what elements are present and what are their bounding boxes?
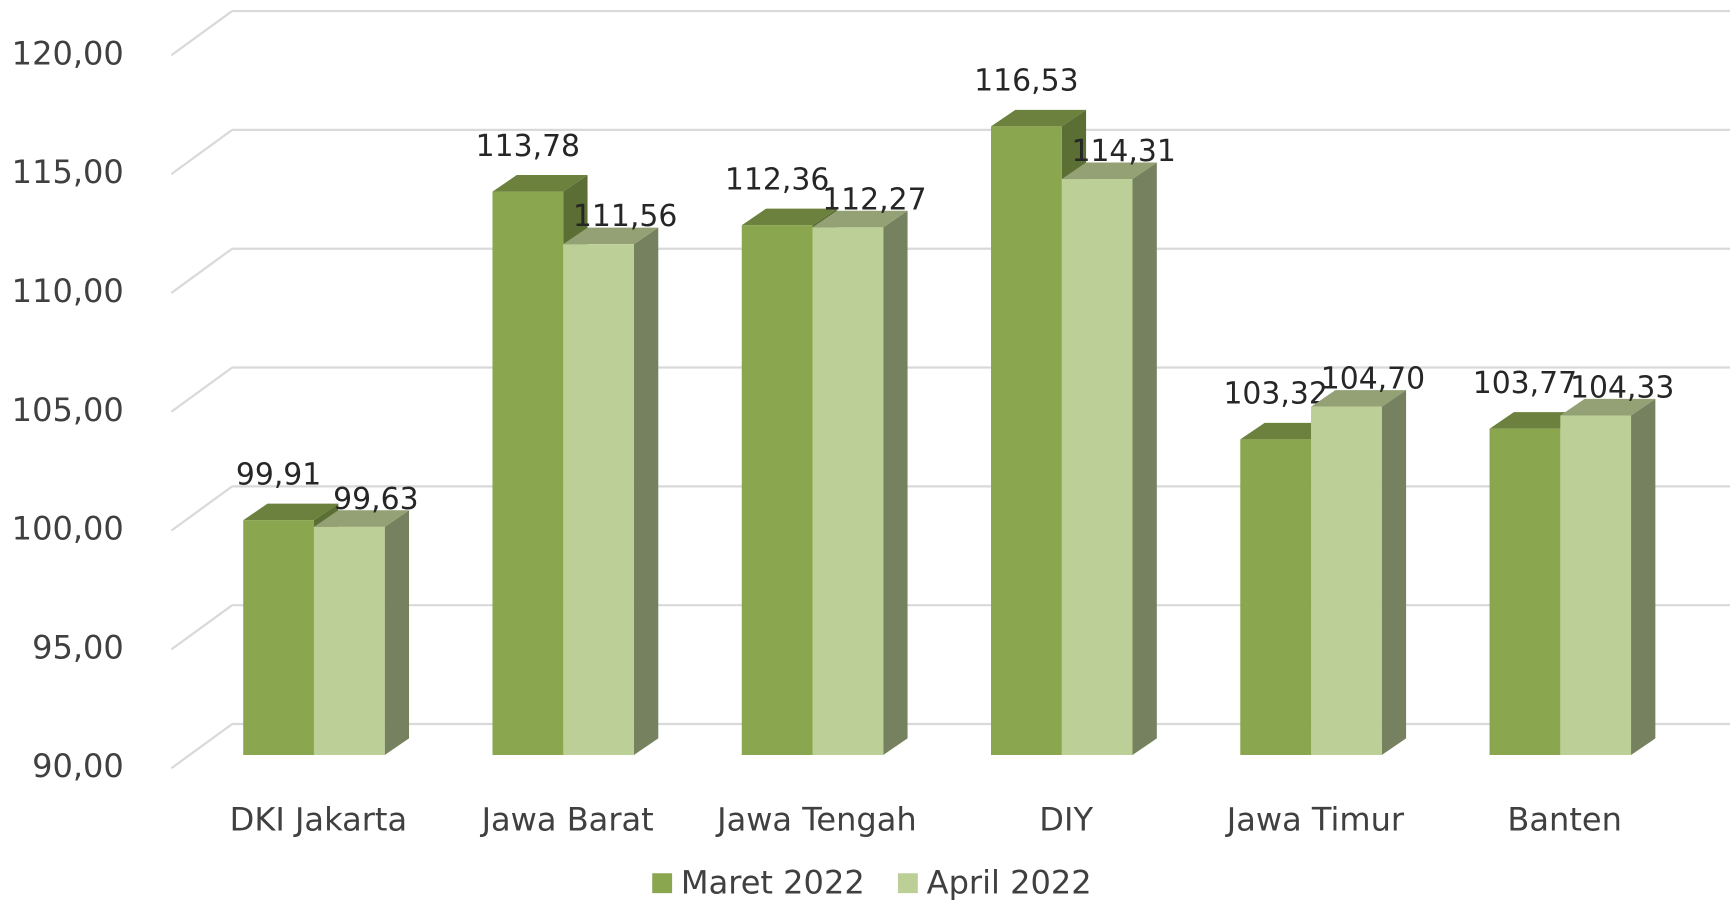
bar-top <box>991 109 1087 127</box>
x-tick-label: Banten <box>1507 800 1622 838</box>
grid-line <box>170 723 233 770</box>
y-tick-label: 100,00 <box>12 510 124 548</box>
bar-side <box>633 227 659 755</box>
legend-swatch <box>652 873 673 894</box>
y-tick-label: 120,00 <box>12 34 124 72</box>
grid-line <box>170 128 233 175</box>
grid-line <box>170 247 233 294</box>
bar-top <box>492 175 588 192</box>
bar-top <box>1061 162 1157 180</box>
data-label: 99,63 <box>333 482 418 517</box>
grid-line <box>170 10 233 57</box>
legend-label: April 2022 <box>927 863 1092 901</box>
data-label: 116,53 <box>974 64 1078 99</box>
bar <box>243 520 314 755</box>
bar-side <box>384 510 410 755</box>
bar <box>313 526 385 755</box>
data-label: 103,32 <box>1223 377 1327 412</box>
bar-top <box>1311 390 1407 407</box>
y-tick-label: 110,00 <box>12 272 124 310</box>
bar-top <box>1560 398 1656 416</box>
legend-label: Maret 2022 <box>681 863 865 901</box>
bar-top <box>243 503 339 521</box>
bar <box>1061 179 1133 755</box>
bar-side <box>883 210 908 755</box>
bar <box>1489 428 1561 755</box>
y-tick-label: 95,00 <box>32 628 124 666</box>
data-label: 113,78 <box>476 129 580 164</box>
bar-side <box>1631 398 1656 755</box>
legend-swatch <box>897 873 918 894</box>
bar <box>991 126 1062 755</box>
bar <box>492 191 564 755</box>
grid-line <box>170 485 233 532</box>
bar <box>1240 439 1312 755</box>
data-label: 112,27 <box>822 182 926 217</box>
data-label: 104,70 <box>1321 362 1425 397</box>
bar-top <box>563 227 659 245</box>
y-tick-label: 115,00 <box>12 153 124 191</box>
data-label: 103,77 <box>1473 366 1577 401</box>
y-tick-label: 105,00 <box>12 391 124 429</box>
bar-side <box>1381 390 1407 755</box>
data-label: 104,33 <box>1570 370 1674 405</box>
bar <box>1560 415 1632 755</box>
grid-line <box>170 604 233 651</box>
x-tick-label: DKI Jakarta <box>230 800 407 838</box>
bar-top <box>313 510 410 527</box>
bar <box>563 244 634 755</box>
x-tick-label: Jawa Tengah <box>715 800 917 838</box>
data-label: 111,56 <box>573 199 677 234</box>
bar-side <box>1132 162 1157 755</box>
bar <box>1311 406 1382 755</box>
x-tick-label: DIY <box>1039 800 1093 838</box>
y-tick-label: 90,00 <box>32 747 124 785</box>
bar <box>812 227 884 755</box>
x-tick-label: Jawa Timur <box>1225 800 1405 838</box>
x-tick-label: Jawa Barat <box>480 800 654 838</box>
grid-line <box>170 366 233 413</box>
data-label: 99,91 <box>236 457 321 492</box>
bar-top <box>741 208 837 226</box>
data-label: 112,36 <box>725 163 829 198</box>
bar-top <box>812 210 908 228</box>
bar <box>741 225 813 755</box>
data-label: 114,31 <box>1071 134 1175 169</box>
